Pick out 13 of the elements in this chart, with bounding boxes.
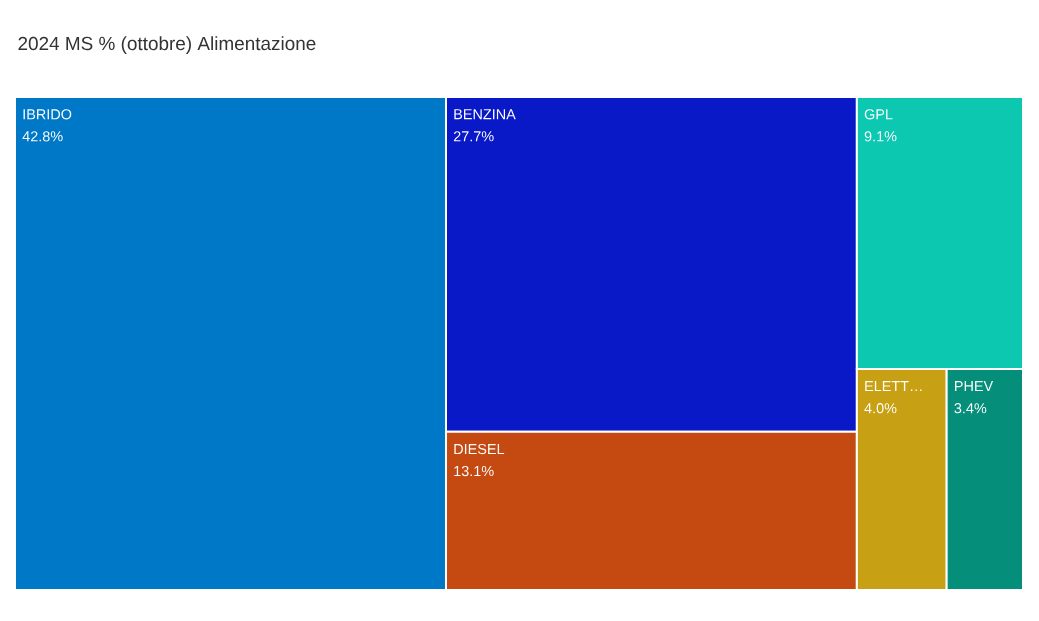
category-label: GPL <box>864 109 893 120</box>
category-label: ELETT… <box>865 381 922 392</box>
data-label: 13.1% <box>454 465 494 477</box>
category-label: PHEV <box>955 381 994 392</box>
category-label: BENZINA <box>454 109 516 120</box>
data-label: 4.0% <box>864 403 897 414</box>
category-label: IBRIDO <box>23 109 72 120</box>
data-label: 27.7% <box>453 131 494 142</box>
data-label: 42.8% <box>22 131 63 142</box>
data-label: 9.1% <box>864 131 897 142</box>
text: 2024 MS % (ottobre) Alimentazione <box>18 36 316 54</box>
category-label: DIESEL <box>454 443 505 455</box>
data-label: 3.4% <box>954 403 987 414</box>
